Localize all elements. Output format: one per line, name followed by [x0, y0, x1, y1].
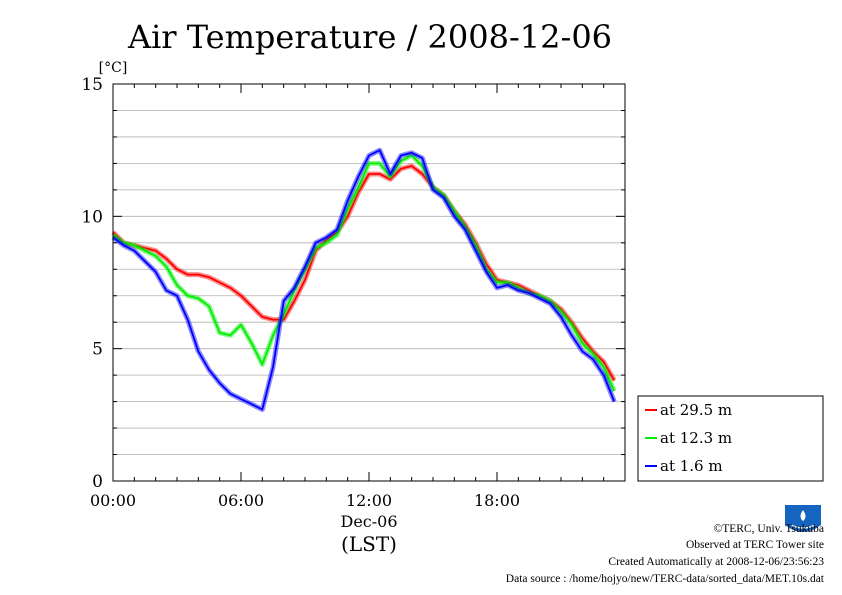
- y-tick-label: 5: [92, 340, 103, 360]
- legend-box: [637, 395, 824, 482]
- footer-created: Created Automatically at 2008-12-06/23:5…: [608, 556, 824, 568]
- y-tick-label: 15: [81, 75, 103, 95]
- grid-lines: [113, 110, 625, 455]
- x-tick-label: 18:00: [474, 491, 520, 510]
- series-line: [112, 149, 616, 411]
- y-tick-label: 10: [81, 207, 103, 227]
- y-tick-label: 0: [92, 472, 103, 492]
- legend-label: at 1.6 m: [660, 457, 723, 475]
- series-layer: [111, 147, 617, 412]
- series-line: [112, 165, 616, 381]
- terc-logo-icon: [785, 505, 821, 532]
- x-axis-date-label: Dec-06: [340, 512, 397, 531]
- y-axis-label: [°C]: [99, 60, 128, 76]
- legend: at 29.5 m at 12.3 m at 1.6 m: [637, 395, 824, 482]
- x-axis-timezone-label: (LST): [341, 532, 397, 556]
- legend-label: at 12.3 m: [660, 429, 732, 447]
- footer-copyright: ©TERC, Univ. Tsukuba: [713, 523, 824, 535]
- footer-site: Observed at TERC Tower site: [685, 539, 824, 551]
- series-band: [111, 147, 617, 412]
- x-tick-label: 00:00: [90, 491, 136, 510]
- footer-source: Data source : /home/hojyo/new/TERC-data/…: [505, 573, 824, 585]
- legend-label: at 29.5 m: [660, 401, 732, 419]
- axis-ticks: 00:00 06:00 12:00 18:00 0 5 10 15: [81, 75, 625, 510]
- series-band: [111, 163, 617, 382]
- x-tick-label: 06:00: [218, 491, 264, 510]
- plot-frame: [112, 83, 626, 482]
- chart-title: Air Temperature / 2008-12-06: [127, 18, 612, 56]
- x-tick-label: 12:00: [346, 491, 392, 510]
